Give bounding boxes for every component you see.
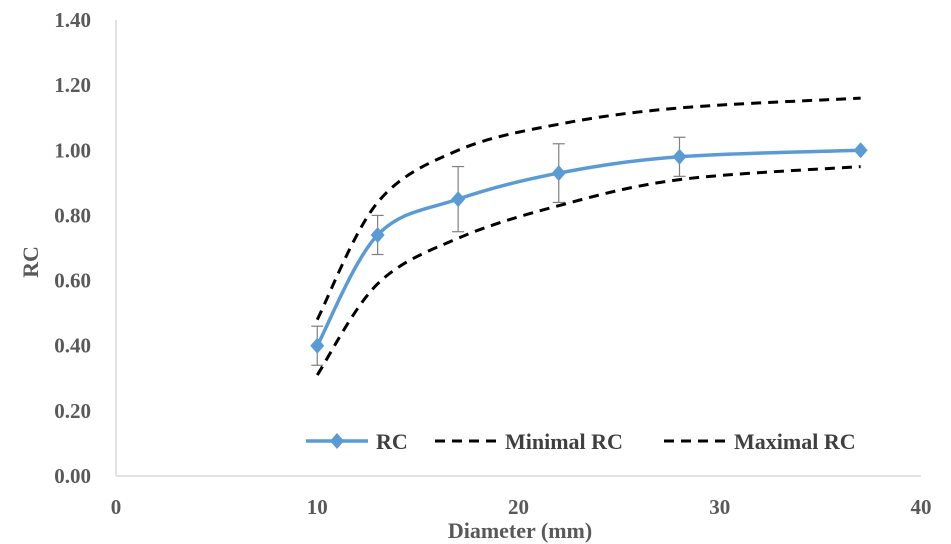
- y-tick-label: 0.20: [54, 399, 91, 423]
- series-layer: [310, 96, 868, 376]
- series-line: [315, 96, 861, 321]
- y-tick-label: 1.00: [54, 138, 91, 162]
- y-axis-title: RC: [18, 246, 43, 278]
- series-rc: [310, 136, 868, 366]
- legend-item-minimal-rc: Minimal RC: [435, 429, 623, 454]
- data-point: [451, 191, 466, 208]
- y-tick-label: 1.40: [54, 8, 91, 32]
- data-point: [853, 142, 868, 159]
- x-tick-label: 30: [709, 495, 730, 519]
- legend-label: Maximal RC: [734, 429, 856, 454]
- axes: [115, 20, 921, 477]
- legend-item-rc: RC: [306, 429, 408, 454]
- y-tick-labels: 0.00 0.20 0.40 0.60 0.80 1.00 1.20 1.40: [54, 8, 91, 488]
- data-point: [551, 165, 566, 182]
- series-line: [315, 165, 861, 376]
- y-tick-label: 0.80: [54, 203, 91, 227]
- legend-label: Minimal RC: [505, 429, 623, 454]
- y-tick-label: 0.40: [54, 334, 91, 358]
- x-tick-labels: 0 10 20 30 40: [111, 495, 932, 519]
- series-line: [315, 148, 861, 347]
- x-tick-label: 20: [508, 495, 529, 519]
- x-tick-label: 10: [307, 495, 328, 519]
- series-maximal-rc: [315, 96, 861, 321]
- x-axis-title: Diameter (mm): [448, 518, 592, 543]
- data-point: [672, 148, 687, 165]
- series-minimal-rc: [315, 165, 861, 376]
- y-tick-label: 0.00: [54, 464, 91, 488]
- legend-item-maximal-rc: Maximal RC: [664, 429, 856, 454]
- y-tick-label: 0.60: [54, 269, 91, 293]
- data-point: [310, 337, 325, 354]
- x-tick-label: 40: [911, 495, 932, 519]
- x-tick-label: 0: [111, 495, 122, 519]
- legend: RC Minimal RC Maximal RC: [306, 429, 856, 454]
- y-tick-label: 1.20: [54, 73, 91, 97]
- legend-marker: [330, 433, 344, 449]
- legend-label: RC: [376, 429, 408, 454]
- data-point: [370, 226, 385, 243]
